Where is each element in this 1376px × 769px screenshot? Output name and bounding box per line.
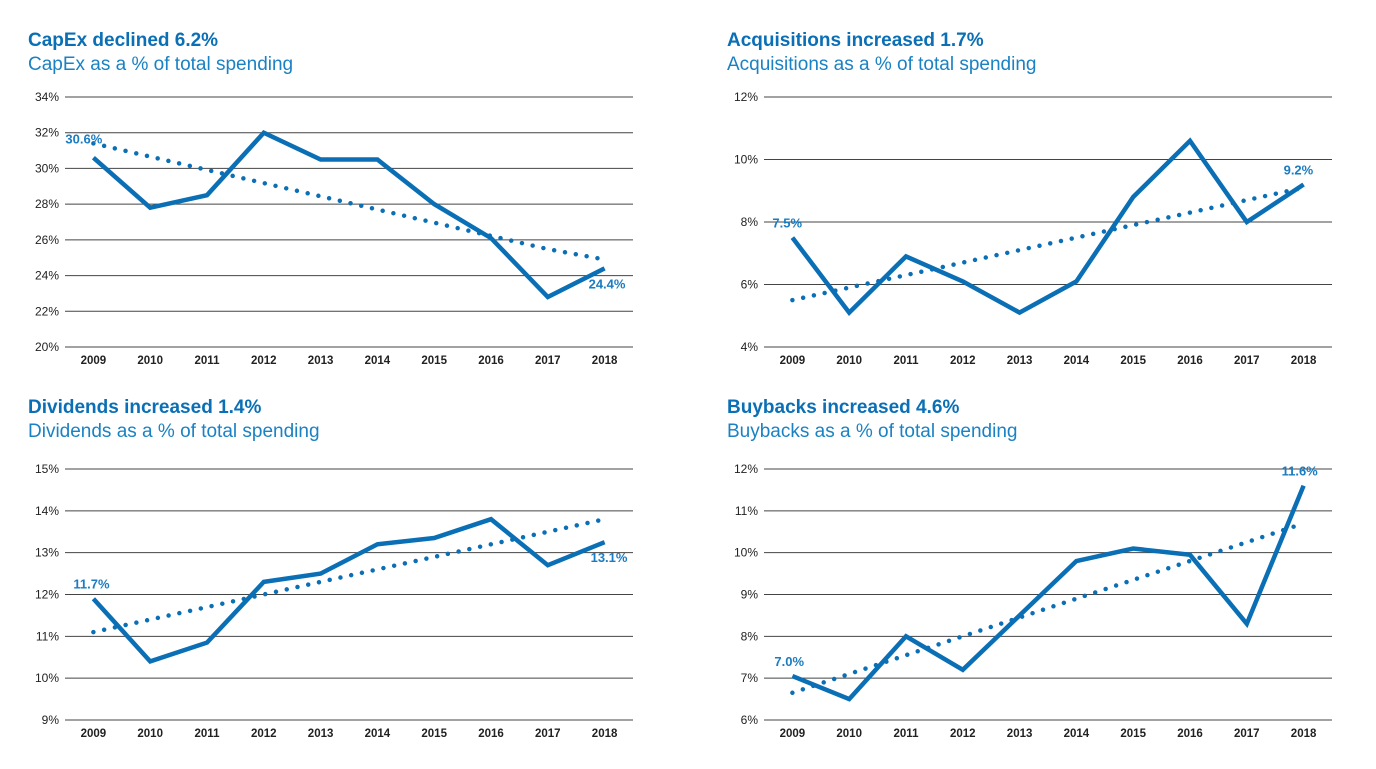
- y-tick-label: 4%: [741, 340, 759, 354]
- x-tick-label: 2017: [535, 728, 561, 740]
- x-tick-label: 2014: [365, 355, 391, 367]
- data-label: 7.5%: [772, 216, 802, 231]
- y-tick-label: 26%: [35, 233, 59, 247]
- y-tick-label: 15%: [35, 462, 59, 476]
- y-tick-label: 12%: [734, 462, 758, 476]
- x-tick-label: 2011: [195, 728, 221, 740]
- series-line: [790, 137, 1305, 317]
- chart-2: 9% 10% 11% 12% 13% 14% 15% 2009 2010 2011 2012 2013…: [35, 462, 633, 740]
- y-tick-label: 7%: [741, 671, 759, 685]
- trend-line: [91, 516, 607, 635]
- x-tick-label: 2015: [1120, 355, 1146, 367]
- data-label: 13.1%: [591, 550, 628, 565]
- x-tick-label: 2013: [1007, 355, 1033, 367]
- y-tick-label: 28%: [35, 197, 59, 211]
- series-line: [791, 484, 1306, 702]
- data-label: 30.6%: [65, 132, 102, 147]
- x-tick-label: 2014: [365, 728, 391, 740]
- chart-1: 4% 6% 8% 10% 12% 2009 2010 2011 2012 2013 2014 2015…: [734, 90, 1332, 367]
- data-label: 24.4%: [589, 276, 626, 291]
- x-tick-label: 2016: [1177, 355, 1203, 367]
- x-tick-label: 2010: [836, 728, 862, 740]
- y-tick-label: 6%: [741, 713, 759, 727]
- series-line: [91, 129, 606, 300]
- x-tick-label: 2009: [780, 728, 806, 740]
- y-tick-label: 12%: [35, 588, 59, 602]
- y-tick-label: 20%: [35, 340, 59, 354]
- x-tick-label: 2013: [308, 355, 334, 367]
- data-label: 7.0%: [774, 654, 804, 669]
- y-tick-label: 22%: [35, 304, 59, 318]
- y-tick-label: 10%: [734, 153, 758, 167]
- chart-0: 20% 22% 24% 26% 28% 30% 32% 34% 2009 2010 2011 2012…: [35, 90, 633, 367]
- chart-title: Buybacks increased 4.6%: [727, 397, 960, 418]
- y-tick-label: 32%: [35, 126, 59, 140]
- x-tick-label: 2013: [308, 728, 334, 740]
- x-tick-label: 2012: [251, 728, 277, 740]
- x-tick-label: 2012: [251, 355, 277, 367]
- x-tick-label: 2017: [1234, 728, 1260, 740]
- chart-title: Acquisitions increased 1.7%: [727, 30, 984, 51]
- x-tick-label: 2017: [535, 355, 561, 367]
- x-tick-label: 2011: [894, 728, 920, 740]
- x-tick-label: 2010: [836, 355, 862, 367]
- y-tick-label: 8%: [741, 629, 759, 643]
- y-tick-label: 8%: [741, 215, 759, 229]
- y-tick-label: 11%: [36, 629, 59, 643]
- x-tick-label: 2012: [950, 355, 976, 367]
- y-tick-label: 24%: [35, 269, 59, 283]
- y-tick-label: 14%: [35, 504, 59, 518]
- x-tick-label: 2017: [1234, 355, 1260, 367]
- x-tick-label: 2012: [950, 728, 976, 740]
- trend-line: [790, 521, 1306, 696]
- x-tick-label: 2018: [1291, 355, 1317, 367]
- x-tick-label: 2013: [1007, 728, 1033, 740]
- x-tick-label: 2015: [421, 355, 447, 367]
- trend-line: [790, 185, 1306, 303]
- chart-title: CapEx declined 6.2%: [28, 30, 219, 51]
- x-tick-label: 2016: [478, 355, 504, 367]
- x-tick-label: 2018: [1291, 728, 1317, 740]
- y-tick-label: 34%: [35, 90, 59, 104]
- x-tick-label: 2015: [1120, 728, 1146, 740]
- x-tick-label: 2009: [81, 355, 107, 367]
- y-tick-label: 13%: [35, 546, 59, 560]
- chart-subtitle: Buybacks as a % of total spending: [727, 421, 1018, 442]
- series-line: [91, 516, 606, 664]
- x-tick-label: 2018: [592, 728, 618, 740]
- chart-3: 6% 7% 8% 9% 10% 11% 12% 2009 2010 2011 2012 2013 201…: [734, 462, 1332, 740]
- x-tick-label: 2015: [421, 728, 447, 740]
- data-label: 9.2%: [1284, 163, 1314, 178]
- y-tick-label: 30%: [35, 161, 59, 175]
- chart-title: Dividends increased 1.4%: [28, 397, 262, 418]
- y-tick-label: 10%: [734, 546, 758, 560]
- x-tick-label: 2010: [137, 728, 163, 740]
- x-tick-label: 2011: [195, 355, 221, 367]
- x-tick-label: 2016: [478, 728, 504, 740]
- data-label: 11.6%: [1282, 464, 1319, 479]
- y-tick-label: 6%: [741, 278, 759, 292]
- x-tick-label: 2014: [1064, 355, 1090, 367]
- y-tick-label: 12%: [734, 90, 758, 104]
- trend-line: [91, 141, 607, 262]
- y-tick-label: 9%: [741, 588, 759, 602]
- x-tick-label: 2009: [81, 728, 107, 740]
- y-tick-label: 9%: [42, 713, 60, 727]
- y-tick-label: 10%: [35, 671, 59, 685]
- chart-subtitle: Dividends as a % of total spending: [28, 421, 320, 442]
- x-tick-label: 2009: [780, 355, 806, 367]
- chart-subtitle: Acquisitions as a % of total spending: [727, 54, 1037, 75]
- x-tick-label: 2018: [592, 355, 618, 367]
- chart-subtitle: CapEx as a % of total spending: [28, 54, 294, 75]
- x-tick-label: 2011: [894, 355, 920, 367]
- x-tick-label: 2016: [1177, 728, 1203, 740]
- x-tick-label: 2014: [1064, 728, 1090, 740]
- data-label: 11.7%: [73, 577, 110, 592]
- y-tick-label: 11%: [735, 504, 758, 518]
- x-tick-label: 2010: [137, 355, 163, 367]
